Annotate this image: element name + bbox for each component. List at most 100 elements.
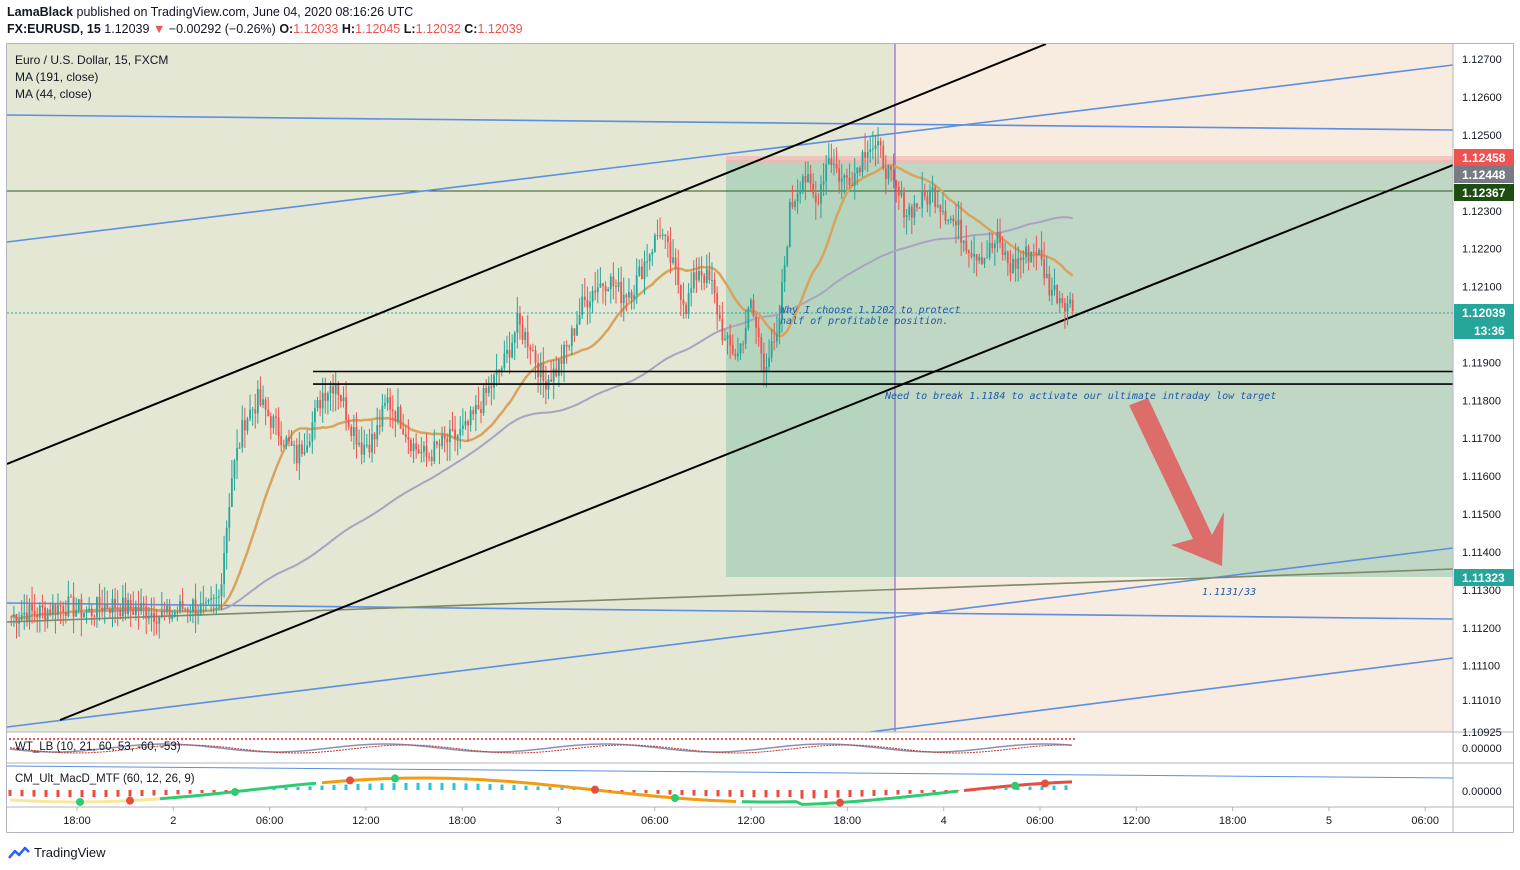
- wt-top-dot: [216, 737, 220, 741]
- macd-histogram-bar: [32, 790, 36, 797]
- candle-body: [978, 257, 981, 261]
- wt-top-dot: [792, 737, 796, 741]
- wt-top-dot: [304, 737, 308, 741]
- candle-body: [1006, 251, 1009, 264]
- candle-body: [934, 187, 937, 207]
- candle-body: [804, 176, 807, 183]
- candle-body: [783, 265, 786, 283]
- candle-body: [641, 266, 643, 280]
- candle-body: [425, 445, 428, 457]
- macd-histogram-bar: [140, 790, 144, 796]
- candle-body: [186, 608, 189, 612]
- wt-top-dot: [316, 737, 320, 741]
- candle-body: [23, 612, 26, 615]
- wt-legend[interactable]: WT_LB (10, 21, 60, 53, -60, -53): [15, 741, 181, 753]
- candle-body: [729, 335, 732, 346]
- wt-top-dot: [872, 737, 876, 741]
- wt-top-dot: [816, 737, 820, 741]
- candle-body: [192, 599, 194, 612]
- candle-body: [243, 420, 246, 431]
- wt-top-dot: [752, 737, 756, 741]
- candle-body: [560, 359, 563, 364]
- author-name[interactable]: LamaBlack: [7, 5, 74, 19]
- candle-body: [711, 280, 713, 282]
- candle-body: [664, 234, 667, 237]
- macd-histogram-bar: [1004, 787, 1008, 790]
- candle-body: [121, 597, 124, 617]
- wt-top-dot: [856, 737, 860, 741]
- candle-body: [288, 437, 290, 442]
- wt-top-dot: [340, 737, 344, 741]
- wt-top-dot: [600, 737, 604, 741]
- wt-top-dot: [772, 737, 776, 741]
- candle-body: [75, 610, 78, 617]
- wt-top-dot: [784, 737, 788, 741]
- wt-top-dot: [312, 737, 316, 741]
- macd-legend[interactable]: CM_Ult_MacD_MTF (60, 12, 26, 9): [15, 773, 195, 785]
- wt-top-dot: [292, 737, 296, 741]
- x-tick-label: 12:00: [1123, 815, 1151, 827]
- macd-histogram-bar: [548, 787, 552, 790]
- macd-histogram-bar: [116, 790, 120, 797]
- macd-histogram-bar: [200, 790, 204, 794]
- candle-body: [955, 221, 957, 226]
- ma191-legend[interactable]: MA (191, close): [15, 70, 99, 84]
- macd-histogram-bar: [272, 788, 276, 790]
- tradingview-logo-text: TradingView: [34, 845, 106, 860]
- candle-body: [625, 294, 628, 298]
- ma44-legend[interactable]: MA (44, close): [15, 87, 92, 101]
- candle-body: [83, 612, 85, 618]
- candle-body: [511, 342, 514, 358]
- svg-text:1.12039: 1.12039: [1462, 306, 1506, 320]
- candle-body: [679, 284, 682, 300]
- candle-body: [786, 246, 789, 266]
- macd-histogram-bar: [980, 789, 984, 790]
- wt-top-dot: [648, 737, 652, 741]
- macd-histogram-bar: [788, 790, 792, 798]
- price-label-gray: 1.12448: [1454, 166, 1514, 183]
- channel-lower: [59, 164, 1453, 721]
- x-tick-label: 4: [941, 815, 947, 827]
- candle-body: [874, 145, 877, 149]
- wt-top-dot: [668, 737, 672, 741]
- wt-top-dot: [576, 737, 580, 741]
- candle-body: [329, 386, 332, 394]
- wt-top-dot: [284, 737, 288, 741]
- candle-body: [373, 433, 376, 440]
- x-tick-label: 18:00: [448, 815, 476, 827]
- candle-body: [262, 399, 264, 406]
- candle-body: [145, 606, 148, 619]
- candle-body: [703, 275, 706, 283]
- candle-body: [708, 269, 711, 281]
- candle-body: [921, 190, 924, 208]
- macd-histogram-bar: [512, 785, 516, 790]
- candle-body: [931, 187, 934, 190]
- candle-body: [698, 270, 700, 281]
- candle-body: [594, 290, 597, 293]
- x-tick-label: 06:00: [256, 815, 284, 827]
- candle-body: [88, 608, 91, 611]
- close-value: 1.12039: [477, 22, 523, 36]
- wt-top-dot: [1024, 737, 1028, 741]
- candle-body: [653, 235, 656, 252]
- candle-body: [33, 610, 36, 615]
- wt-top-dot: [380, 737, 384, 741]
- y-tick-label: 1.12300: [1462, 206, 1502, 218]
- candle-body: [812, 183, 815, 195]
- wt-top-dot: [200, 737, 204, 741]
- wt-top-dot: [836, 737, 840, 741]
- candle-body: [760, 337, 763, 354]
- tradingview-logo[interactable]: TradingView: [8, 845, 106, 860]
- wt-top-dot: [992, 737, 996, 741]
- macd-histogram-bar: [560, 787, 564, 790]
- candle-body: [62, 606, 65, 613]
- wt-top-dot: [508, 737, 512, 741]
- candle-body: [975, 254, 978, 261]
- candle-body: [513, 332, 516, 343]
- candle-body: [589, 301, 591, 308]
- symbol-legend[interactable]: Euro / U.S. Dollar, 15, FXCM: [15, 53, 169, 67]
- wt-top-dot: [716, 737, 720, 741]
- wt-top-dot: [1020, 737, 1024, 741]
- candle-body: [140, 602, 142, 612]
